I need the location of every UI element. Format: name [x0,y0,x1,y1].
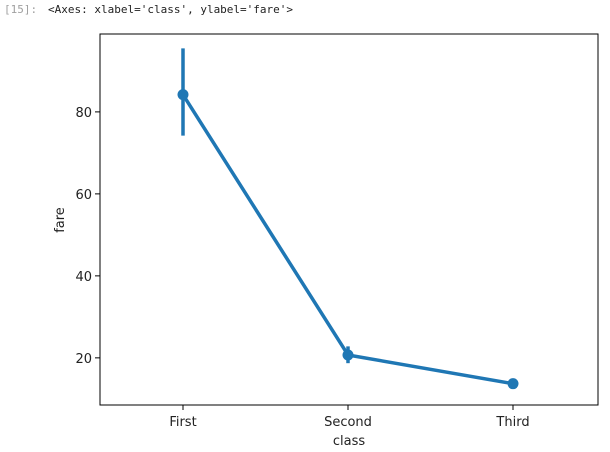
y-tick-label: 60 [75,188,92,203]
data-point [507,378,519,390]
x-tick-label: Second [324,415,372,430]
plot-frame [99,33,599,406]
y-tick-label: 40 [75,270,92,285]
y-axis-label: fare [53,207,68,233]
series-line [181,92,515,386]
data-point [342,349,354,361]
series-points [177,89,519,390]
error-bars [181,48,515,388]
series-line-group [181,92,515,386]
x-tick-label: First [169,415,196,430]
x-axis-label: class [333,434,365,449]
data-point [177,89,189,101]
y-axis-ticks: 20 40 60 80 [75,106,100,367]
x-axis-ticks: First Second Third [169,405,530,430]
execution-count-prompt: [15]: [4,3,38,16]
x-tick-label: Third [495,415,529,430]
y-tick-label: 80 [75,106,92,121]
y-tick-label: 20 [75,352,92,367]
axes-repr-text: <Axes: xlabel='class', ylabel='fare'> [48,3,294,16]
